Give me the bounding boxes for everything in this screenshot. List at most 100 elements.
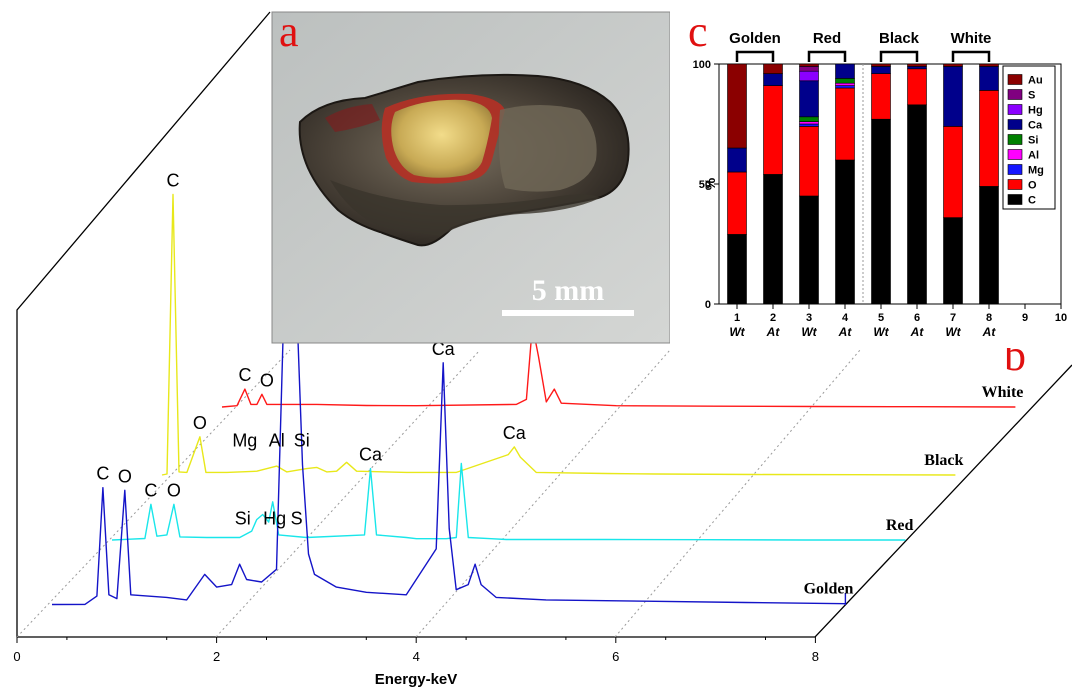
legend-label-mg: Mg [1028,165,1044,177]
bar-segment-ca-7 [943,66,963,127]
bar-segment-au-1 [727,63,747,149]
bar-segment-si-4 [835,78,855,84]
bar-chart-bars [727,63,999,305]
bar-segment-au-7 [943,63,963,67]
bar-y-tick-label: 0 [705,299,711,311]
legend-label-hg: Hg [1028,105,1043,117]
spectrum-line-red [111,462,906,541]
bar-segment-o-4 [835,87,855,161]
bar-segment-c-4 [835,159,855,305]
spectra-x-tick-label: 8 [812,649,819,664]
bar-segment-c-3 [799,195,819,305]
bar-segment-c-1 [727,234,747,305]
peak-label-o-white: O [260,370,274,390]
group-label-golden: Golden [729,30,781,47]
bar-y-tick-label: 100 [693,59,711,71]
bar-segment-c-5 [871,118,891,305]
bar-segment-s-3 [799,66,819,72]
element-composition-chart: c 0 50 100 1 2 3 4 5 6 7 8 9 10 Wt At Wt At Wt At Wt At Gold… [670,0,1072,348]
bar-segment-o-7 [943,126,963,218]
legend-swatch-mg [1007,164,1023,175]
bar-chart-axes: 0 50 100 1 2 3 4 5 6 7 8 9 10 Wt At Wt At Wt At Wt At [693,59,1067,339]
rock-sample [298,73,630,247]
peak-label-si-black: Si [294,431,310,451]
bar-segment-au-3 [799,63,819,67]
spectra-x-tick-label: 4 [413,649,420,664]
series-label-golden: Golden [804,581,854,598]
spectra-x-tick-label: 2 [213,649,220,664]
sample-photo: 5 mm a [271,7,671,344]
spectrum-line-white [221,324,1016,408]
legend-label-s: S [1028,90,1035,102]
bar-segment-al-4 [835,82,855,86]
peak-label-o-golden: O [118,466,132,486]
peak-label-c-golden: C [96,464,109,484]
legend-swatch-au [1007,74,1023,85]
bar-segment-mg-3 [799,123,819,127]
bar-chart-legend: Au S Hg Ca Si Al Mg OC [1002,65,1056,210]
bar-segment-ca-3 [799,80,819,118]
bar-x-sublabel: At [766,325,781,339]
bar-x-tick-label: 3 [806,312,812,324]
legend-label-au: Au [1028,75,1043,87]
bar-segment-au-8 [979,63,999,67]
group-label-black: Black [879,30,920,47]
group-bracket-black [879,50,919,62]
peak-label-s-red: S [291,508,303,528]
legend-swatch-si [1007,134,1023,145]
bar-x-sublabel: Wt [729,325,745,339]
bar-segment-o-3 [799,126,819,197]
legend-swatch-s [1007,89,1023,100]
legend-swatch-c [1007,194,1023,205]
peak-label-o-red: O [167,480,181,500]
bar-x-tick-label: 4 [842,312,849,324]
bar-segment-si-3 [799,116,819,122]
peak-label-ca-red: Ca [359,445,383,465]
legend-label-o: O [1028,180,1037,192]
group-label-red: Red [813,30,841,47]
series-label-red: Red [886,517,914,534]
bar-x-tick-label: 5 [878,312,884,324]
bar-segment-ca-8 [979,66,999,91]
group-bracket-white [951,50,991,62]
bar-segment-ca-5 [871,66,891,74]
bar-x-tick-label: 8 [986,312,992,324]
peak-label-ca-black: Ca [503,423,527,443]
peak-label-c-white: C [238,365,251,385]
bar-segment-ca-4 [835,63,855,79]
bar-x-tick-label: 1 [734,312,740,324]
group-bracket-red [807,50,847,62]
bar-segment-c-6 [907,104,927,305]
peak-label-hg-red: Hg [263,508,286,528]
legend-swatch-o [1007,179,1023,190]
bar-segment-au-2 [763,63,783,74]
peak-label-o-black: O [193,413,207,433]
bar-segment-ca-6 [907,66,927,70]
bar-segment-au-6 [907,63,927,67]
bar-segment-au-5 [871,63,891,67]
bar-x-sublabel: At [838,325,853,339]
peak-label-c-red: C [144,480,157,500]
peak-label-si-red: Si [235,508,251,528]
series-label-white: White [982,384,1024,401]
bar-segment-o-1 [727,171,747,235]
legend-swatch-ca [1007,119,1023,130]
bar-segment-o-2 [763,85,783,175]
bar-segment-c-2 [763,174,783,305]
bar-x-tick-label: 9 [1022,312,1028,324]
bar-segment-ca-1 [727,147,747,173]
peak-label-mg-black: Mg [232,431,257,451]
scale-bar [502,310,634,316]
bar-x-sublabel: Wt [945,325,961,339]
legend-label-si: Si [1028,135,1038,147]
bar-x-sublabel: At [910,325,925,339]
bar-segment-o-8 [979,90,999,187]
bar-segment-c-7 [943,217,963,305]
bar-segment-o-5 [871,73,891,120]
peak-label-ca-golden: Ca [432,339,456,359]
bar-segment-mg-4 [835,85,855,89]
peak-label-al-black: Al [269,431,285,451]
bar-x-tick-label: 7 [950,312,956,324]
legend-label-c: C [1028,195,1036,207]
bar-x-sublabel: Wt [801,325,817,339]
